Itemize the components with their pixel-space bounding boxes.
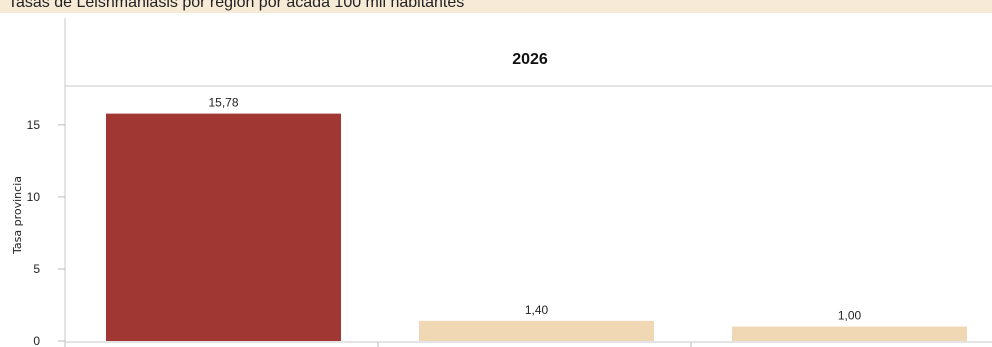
y-tick-label: 5: [33, 262, 40, 276]
y-ticks: 0 5 10 15: [27, 118, 65, 347]
chart-title: Tasas de Leishmaniasis por región por ac…: [8, 0, 465, 11]
y-tick-label: 10: [27, 190, 41, 204]
data-labels: 15,78 1,40 1,00: [208, 96, 861, 323]
y-tick-label: 15: [27, 118, 41, 132]
data-label: 1,00: [838, 309, 862, 323]
chart-title-bar: Tasas de Leishmaniasis por región por ac…: [0, 0, 992, 13]
y-axis-title: Tasa provincia: [11, 176, 24, 255]
data-label: 1,40: [525, 303, 549, 317]
data-label: 15,78: [208, 96, 238, 110]
y-tick-label: 0: [33, 334, 40, 347]
bar[interactable]: [732, 326, 967, 341]
bars: [106, 113, 967, 341]
bar[interactable]: [419, 320, 654, 341]
x-ticks: [64, 342, 692, 347]
panel-header: 2026: [512, 51, 548, 68]
bar[interactable]: [106, 113, 341, 341]
